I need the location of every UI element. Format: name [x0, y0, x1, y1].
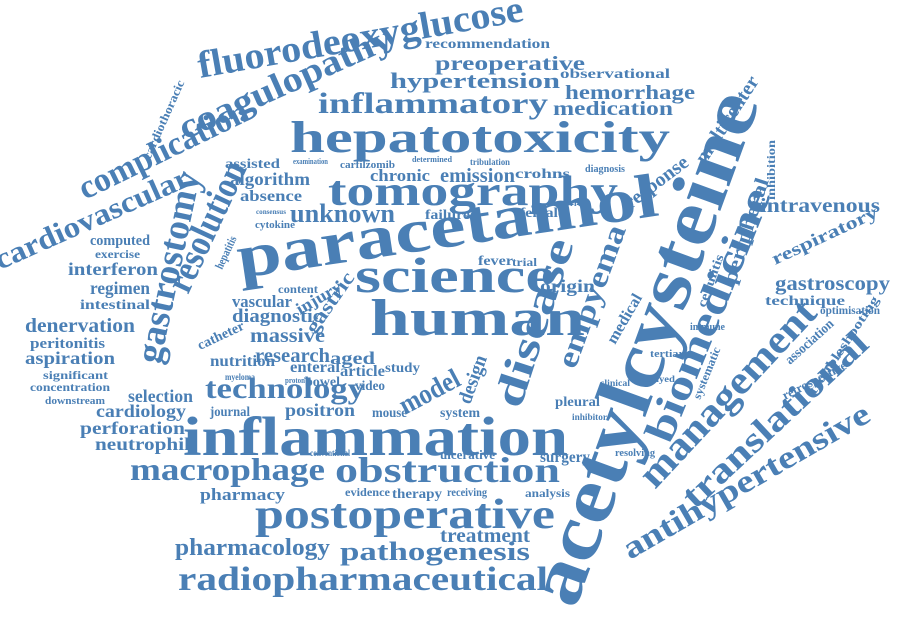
word: aspiration: [25, 348, 115, 368]
word: immune: [690, 321, 725, 333]
word: diagnosis: [585, 164, 625, 175]
word: female: [520, 206, 565, 221]
word: interferon: [68, 259, 158, 279]
word: peritonitis: [30, 336, 105, 352]
word: science: [355, 247, 555, 303]
word: conventional: [310, 448, 350, 458]
word: therapy: [392, 487, 442, 502]
word: selection: [128, 386, 193, 406]
word: radiopharmaceutical: [178, 561, 548, 598]
word: tribulation: [470, 157, 510, 167]
word: hemorrhage: [565, 82, 695, 104]
word: surgery: [540, 449, 590, 466]
word: clinical: [600, 378, 631, 388]
word: pharmacology: [175, 535, 330, 561]
word: article: [340, 363, 385, 380]
word: absence: [240, 188, 302, 205]
word: neutrophil: [95, 434, 190, 454]
word: positron: [285, 400, 355, 420]
word: origin: [540, 276, 595, 296]
word: catheter: [195, 319, 247, 354]
word: analysis: [525, 486, 570, 500]
word: regimen: [90, 278, 150, 298]
word: emission: [440, 165, 515, 187]
word: medication: [553, 98, 673, 120]
word: determined: [412, 155, 453, 164]
word: tertiary: [650, 348, 691, 360]
word: ulcerative: [440, 447, 495, 462]
word: tomography: [328, 169, 618, 215]
word: myeloma: [225, 372, 255, 382]
word: bowel: [305, 375, 340, 390]
word: macrophage: [130, 451, 325, 487]
word: system: [440, 406, 480, 421]
word: chronic: [370, 166, 430, 185]
word: intestinal: [80, 298, 150, 313]
word: failure: [425, 208, 470, 223]
word: intravenous: [760, 195, 880, 217]
word: pathogenesis: [340, 537, 530, 566]
word: optimisation: [820, 303, 880, 317]
word: referral: [555, 198, 585, 208]
word: gastroscopy: [775, 273, 890, 295]
word: cytokine: [255, 219, 295, 231]
word: video: [355, 379, 385, 394]
word: technology: [205, 372, 365, 405]
word: evidence: [345, 485, 391, 499]
word: examination: [293, 157, 328, 166]
word: aged: [330, 348, 375, 368]
word: computed: [90, 233, 151, 249]
word: vascular: [232, 292, 292, 311]
word: trial: [512, 255, 538, 269]
word: significant: [43, 368, 108, 382]
word: algorithm: [230, 169, 310, 189]
word: fever: [478, 254, 513, 269]
word: pharmacy: [200, 485, 286, 504]
word: preoperative: [435, 53, 585, 75]
word: research: [255, 345, 330, 367]
word: technique: [765, 294, 845, 309]
word: content: [278, 282, 318, 296]
word: unknown: [290, 199, 396, 228]
word: study: [385, 361, 420, 376]
word: treatment: [440, 525, 530, 547]
word: perforation: [80, 418, 185, 438]
word: crohns: [515, 167, 571, 182]
word: human: [370, 290, 585, 347]
word: hepatotoxicity: [290, 113, 670, 162]
word: inhibitor: [572, 412, 607, 422]
word: inhibition: [764, 140, 778, 200]
word: concentration: [30, 380, 110, 394]
word: consensus: [256, 208, 286, 216]
word: carfilzomib: [340, 160, 395, 171]
word: postoperative: [255, 492, 555, 538]
word: observational: [560, 67, 670, 82]
word: resolving: [615, 448, 655, 459]
word: hypertension: [390, 68, 560, 93]
word: enteral: [290, 359, 341, 376]
word: journal: [209, 405, 250, 420]
word: massive: [250, 325, 325, 347]
word: diagnostic: [232, 306, 322, 327]
word: proton: [285, 376, 305, 385]
word: inflammation: [183, 406, 568, 467]
word: recommendation: [425, 37, 550, 52]
word: pleural: [555, 395, 600, 410]
word: exercise: [95, 247, 141, 261]
word: receiving: [447, 485, 487, 499]
word: cardiology: [96, 401, 186, 421]
word: downstream: [45, 395, 105, 407]
word: obstruction: [335, 450, 560, 490]
word: delayed: [640, 374, 675, 384]
word: assisted: [225, 157, 280, 172]
word: mouse: [372, 406, 407, 421]
word: inflammatory: [318, 87, 548, 120]
word: denervation: [25, 315, 135, 337]
word: nutrition: [210, 353, 275, 370]
